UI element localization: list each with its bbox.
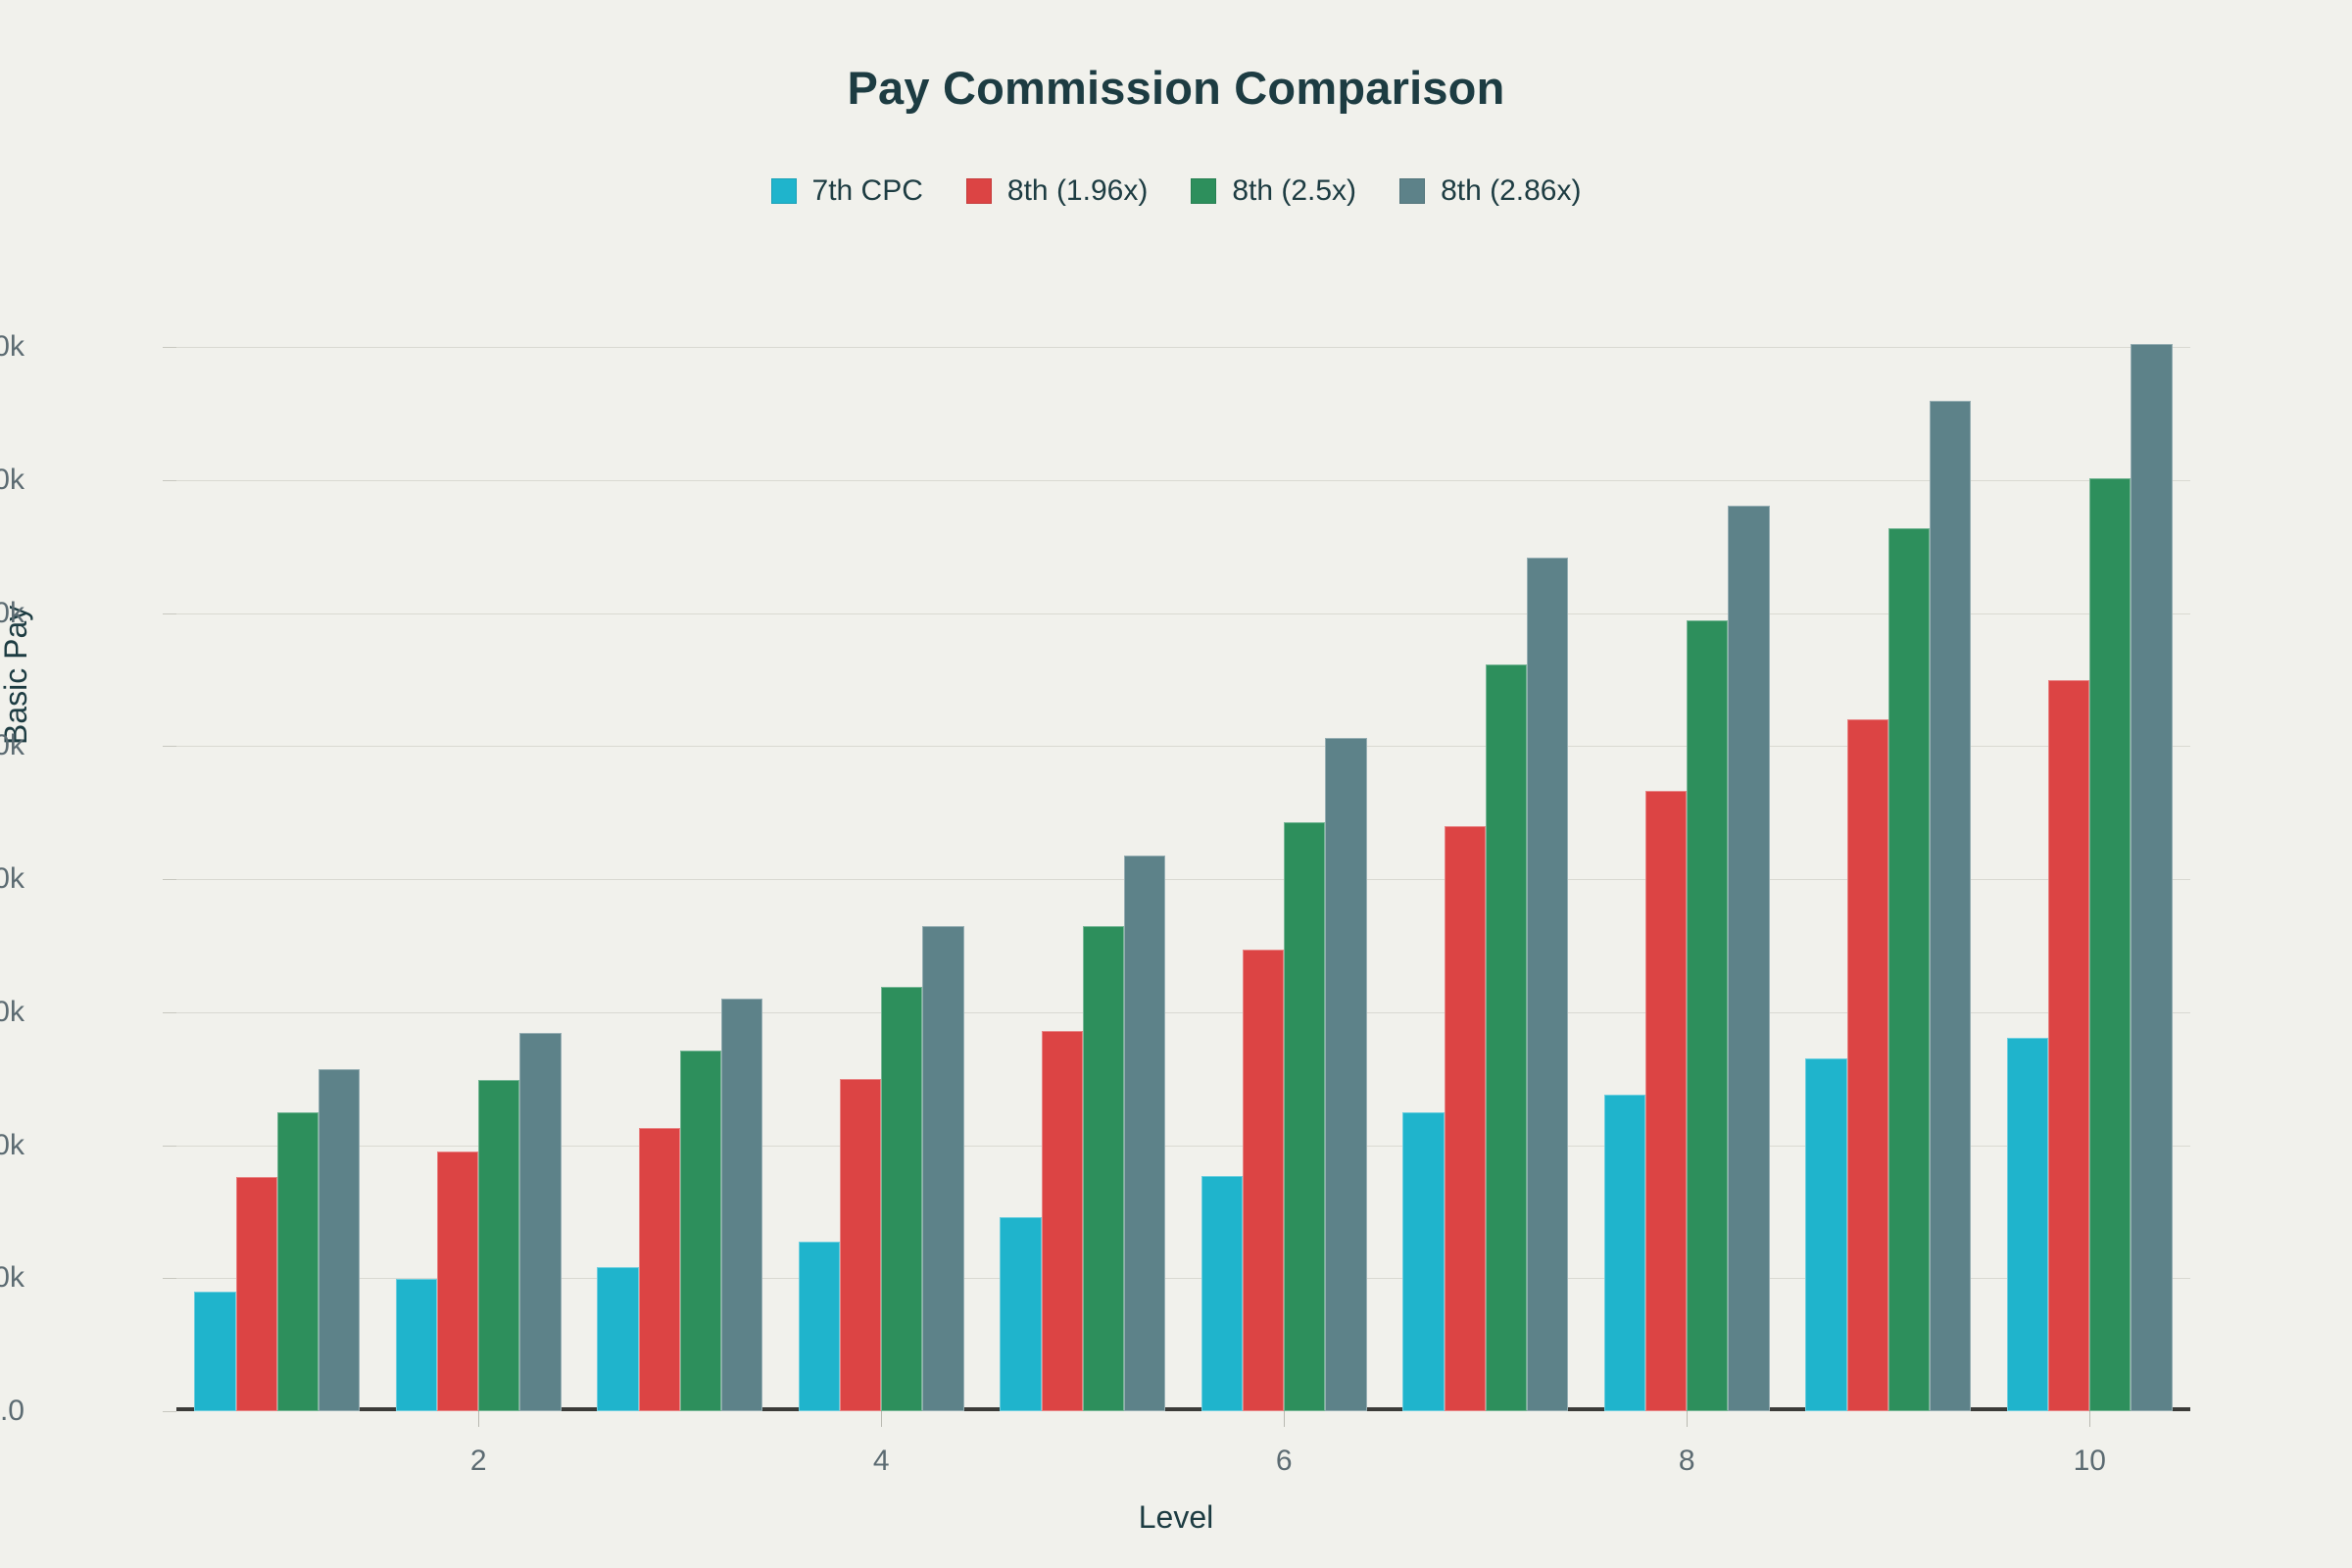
bar bbox=[1526, 557, 1568, 1411]
bar bbox=[1000, 1216, 1042, 1411]
x-tick-label: 2 bbox=[469, 1445, 487, 1477]
y-tick-mark bbox=[163, 347, 176, 349]
y-tick-label: 20k bbox=[0, 1261, 24, 1295]
grid-line bbox=[176, 746, 2190, 748]
x-tick-mark bbox=[1284, 1411, 1286, 1427]
y-tick-label: 60k bbox=[0, 995, 24, 1028]
legend-item-3[interactable]: 8th (2.86x) bbox=[1399, 174, 1581, 208]
grid-line bbox=[176, 612, 2190, 614]
x-tick-mark bbox=[478, 1411, 480, 1427]
bar bbox=[922, 926, 964, 1411]
bar bbox=[1645, 790, 1688, 1411]
legend-swatch-icon bbox=[770, 178, 797, 204]
x-axis-label: Level bbox=[1138, 1499, 1214, 1535]
y-tick-label: 80k bbox=[0, 862, 24, 896]
y-tick-mark bbox=[163, 1411, 176, 1412]
x-tick-label: 10 bbox=[2073, 1445, 2106, 1477]
bar bbox=[1325, 738, 1367, 1411]
grid-line bbox=[176, 1278, 2190, 1280]
bar bbox=[235, 1176, 277, 1411]
x-tick-label: 4 bbox=[872, 1445, 890, 1477]
bar bbox=[1846, 718, 1888, 1411]
legend-item-2[interactable]: 8th (2.5x) bbox=[1191, 174, 1356, 208]
x-tick-mark bbox=[881, 1411, 883, 1427]
x-axis-line bbox=[176, 1407, 2190, 1411]
y-tick-mark bbox=[163, 746, 176, 748]
chart-title: Pay Commission Comparison bbox=[847, 62, 1505, 114]
y-tick-mark bbox=[163, 612, 176, 614]
bar bbox=[1402, 1112, 1445, 1411]
plot-area: 0.0 20k 40k 60k 80k 100k 120k 140k 160k 2 4 6 8 10 bbox=[0, 294, 2190, 1477]
bar bbox=[1687, 619, 1729, 1411]
grid-line bbox=[176, 1145, 2190, 1147]
grid-line bbox=[176, 879, 2190, 881]
bar bbox=[478, 1080, 520, 1411]
bar bbox=[194, 1291, 236, 1411]
bar bbox=[2131, 344, 2173, 1411]
x-tick-mark bbox=[2089, 1411, 2091, 1427]
bar bbox=[2089, 478, 2132, 1411]
bar bbox=[638, 1128, 680, 1411]
legend-label: 8th (2.5x) bbox=[1232, 174, 1357, 207]
legend-swatch-icon bbox=[965, 178, 992, 204]
bar bbox=[1603, 1095, 1646, 1411]
bar bbox=[1485, 664, 1527, 1411]
bar bbox=[1082, 925, 1124, 1411]
grid-line bbox=[176, 480, 2190, 481]
y-tick-mark bbox=[163, 480, 176, 481]
legend-swatch-icon bbox=[1399, 178, 1426, 204]
y-tick-mark bbox=[163, 1145, 176, 1147]
bar bbox=[798, 1241, 841, 1411]
bar bbox=[1123, 856, 1165, 1411]
bar bbox=[519, 1032, 562, 1411]
legend-item-0[interactable]: 7th CPC bbox=[770, 174, 923, 208]
bar bbox=[1041, 1030, 1083, 1411]
grid-line bbox=[176, 1011, 2190, 1013]
bar bbox=[1929, 401, 1971, 1411]
y-tick-mark bbox=[163, 879, 176, 881]
y-tick-mark bbox=[163, 1278, 176, 1280]
y-tick-mark bbox=[163, 1011, 176, 1013]
legend-swatch-icon bbox=[1191, 178, 1217, 204]
x-tick-mark bbox=[1687, 1411, 1689, 1427]
bar bbox=[597, 1266, 639, 1411]
bar bbox=[679, 1050, 721, 1411]
y-tick-label: 40k bbox=[0, 1128, 24, 1161]
y-tick-label: 140k bbox=[0, 464, 24, 496]
bar bbox=[881, 987, 923, 1411]
bar bbox=[720, 998, 762, 1411]
x-tick-label: 6 bbox=[1275, 1445, 1293, 1477]
legend-label: 7th CPC bbox=[811, 174, 923, 207]
chart-legend: 7th CPC 8th (1.96x) 8th (2.5x) 8th (2.86x) bbox=[0, 174, 2352, 208]
bar bbox=[840, 1078, 882, 1411]
bar bbox=[1444, 825, 1486, 1411]
bar bbox=[395, 1278, 438, 1411]
bar bbox=[2048, 679, 2090, 1411]
bar bbox=[1284, 822, 1326, 1411]
y-tick-label: 0.0 bbox=[0, 1395, 24, 1427]
legend-label: 8th (1.96x) bbox=[1006, 174, 1149, 207]
bar bbox=[1728, 506, 1770, 1411]
bar bbox=[318, 1068, 360, 1411]
legend-label: 8th (2.86x) bbox=[1441, 174, 1582, 207]
grid-line bbox=[176, 347, 2190, 349]
y-tick-label: 120k bbox=[0, 596, 24, 629]
y-tick-label: 160k bbox=[0, 330, 24, 364]
bar bbox=[276, 1111, 318, 1411]
x-tick-label: 8 bbox=[1678, 1445, 1695, 1477]
legend-item-1[interactable]: 8th (1.96x) bbox=[965, 174, 1149, 208]
bar bbox=[437, 1152, 479, 1411]
bar bbox=[1805, 1057, 1847, 1411]
bar bbox=[1887, 528, 1930, 1411]
bar bbox=[1243, 950, 1285, 1411]
y-tick-label: 100k bbox=[0, 729, 24, 762]
bar bbox=[1200, 1175, 1244, 1411]
bar bbox=[2006, 1038, 2049, 1411]
